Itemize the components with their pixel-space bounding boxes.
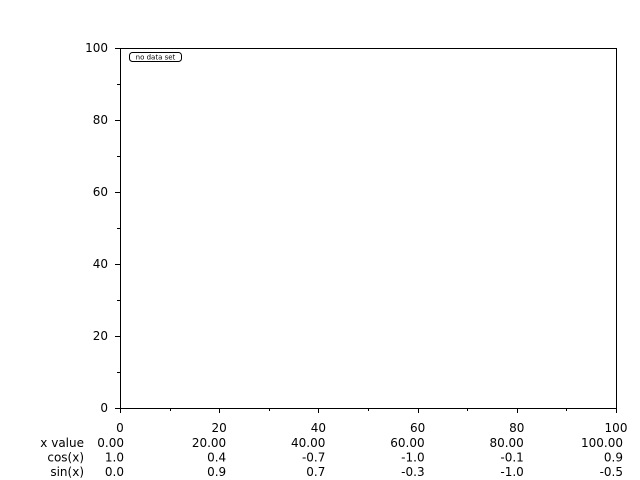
x-tick-label: 20 [212, 421, 227, 435]
table-row-label: sin(x) [50, 465, 84, 479]
table-cell: 0.0 [105, 465, 124, 479]
y-tick-label: 40 [93, 257, 108, 271]
x-tick-label: 0 [116, 421, 124, 435]
y-tick-label: 20 [93, 329, 108, 343]
data-table: x value 0.00 20.00 40.00 60.00 80.00 100.00 cos… [40, 436, 623, 479]
table-cell: -1.0 [401, 451, 424, 465]
x-tick-label: 80 [509, 421, 524, 435]
legend-box [129, 52, 182, 62]
y-tick-label: 100 [85, 41, 108, 55]
legend: no data set [129, 52, 182, 62]
legend-text: no data set [136, 54, 176, 62]
table-cell: -0.1 [500, 451, 523, 465]
x-tick-label: 60 [410, 421, 425, 435]
y-tick-label: 0 [100, 401, 108, 415]
tick-labels: 0 20 40 60 80 100 0 20 40 60 80 100 [85, 41, 627, 435]
table-cell: 40.00 [291, 436, 325, 450]
y-tick-label: 80 [93, 113, 108, 127]
table-cell: 1.0 [105, 451, 124, 465]
table-cell: 20.00 [192, 436, 226, 450]
table-cell: 60.00 [390, 436, 424, 450]
table-cell: 0.9 [207, 465, 226, 479]
axis-ticks [115, 48, 617, 413]
table-cell: -1.0 [500, 465, 523, 479]
table-cell: -0.7 [302, 451, 325, 465]
table-cell: 0.9 [604, 451, 623, 465]
table-cell: -0.3 [401, 465, 424, 479]
plot-frame [120, 48, 617, 409]
table-cell: -0.5 [600, 465, 623, 479]
x-tick-label: 40 [311, 421, 326, 435]
table-cell: 100.00 [581, 436, 623, 450]
table-row-label: cos(x) [47, 451, 84, 465]
x-tick-label: 100 [605, 421, 628, 435]
table-cell: 80.00 [489, 436, 523, 450]
table-cell: 0.4 [207, 451, 226, 465]
table-cell: 0.7 [306, 465, 325, 479]
y-tick-label: 60 [93, 185, 108, 199]
table-row-label: x value [40, 436, 84, 450]
table-cell: 0.00 [97, 436, 124, 450]
